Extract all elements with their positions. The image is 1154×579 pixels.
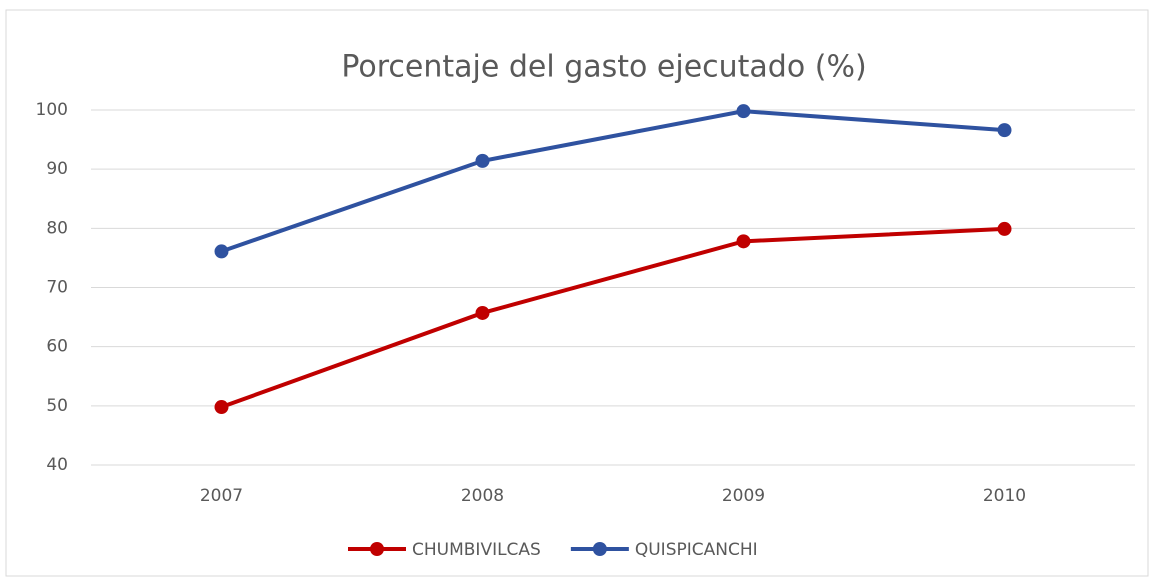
x-tick-label: 2007 [200, 486, 243, 506]
data-point [736, 234, 751, 249]
legend-marker [370, 542, 384, 556]
data-point [475, 305, 490, 320]
series-line [220, 226, 1005, 409]
x-tick-label: 2009 [722, 486, 765, 506]
series-line [220, 109, 1005, 254]
data-point [997, 221, 1012, 236]
data-point [475, 153, 490, 168]
y-tick-label: 80 [46, 218, 68, 238]
y-tick-label: 90 [46, 159, 68, 179]
x-tick-label: 2008 [461, 486, 504, 506]
chart-title: Porcentaje del gasto ejecutado (%) [341, 50, 866, 85]
data-point [214, 400, 229, 415]
data-point [736, 104, 751, 119]
chart-frame [5, 9, 1149, 577]
y-tick-label: 40 [46, 455, 68, 475]
legend-marker [592, 542, 607, 556]
x-tick-label: 2010 [983, 486, 1026, 506]
y-tick-label: 100 [36, 100, 68, 120]
y-tick-label: 60 [46, 337, 68, 357]
y-tick-label: 50 [46, 396, 68, 416]
legend-label: CHUMBIVILCAS [412, 540, 541, 560]
data-point [214, 244, 229, 259]
data-point [997, 123, 1012, 138]
y-tick-label: 70 [46, 278, 68, 298]
legend-label: QUISPICANCHI [635, 540, 758, 560]
